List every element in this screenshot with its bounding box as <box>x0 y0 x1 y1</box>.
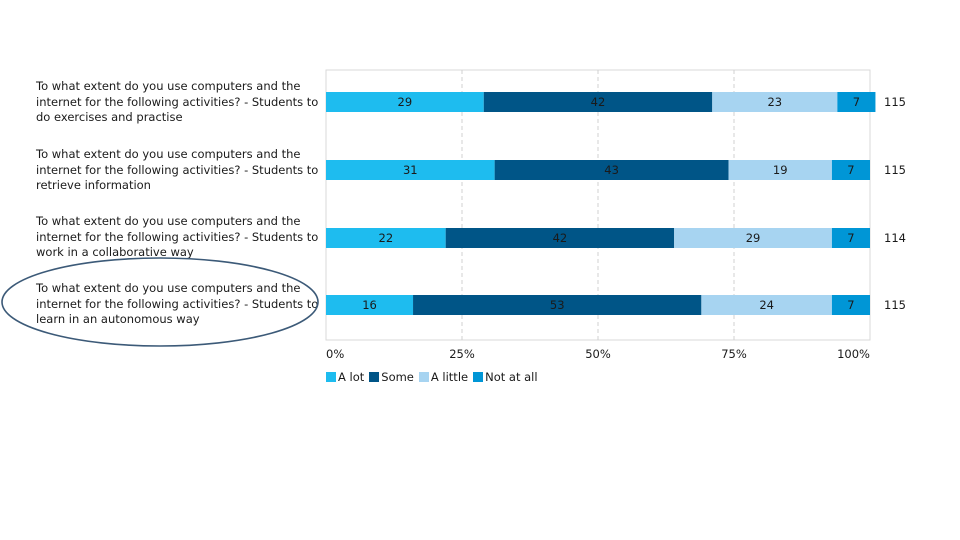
x-tick-label: 0% <box>326 347 344 361</box>
legend-label-a-lot: A lot <box>338 370 365 384</box>
category-label-3: To what extent do you use computers and … <box>36 214 319 259</box>
data-label: 19 <box>773 163 788 177</box>
legend-swatch-some <box>369 372 380 382</box>
category-label-2: To what extent do you use computers and … <box>36 147 319 192</box>
highlight-ellipse <box>1 257 319 347</box>
data-label: 53 <box>550 298 565 312</box>
data-label: 29 <box>398 95 413 109</box>
legend-item-not-at-all: Not at all <box>473 370 538 384</box>
row-total-label: 115 <box>884 298 906 312</box>
x-tick-label: 75% <box>721 347 747 361</box>
bar-segment <box>326 228 446 248</box>
data-label: 7 <box>847 231 854 245</box>
data-label: 22 <box>379 231 394 245</box>
bar-segment <box>831 228 870 248</box>
legend-item-a-lot: A lot <box>326 370 364 384</box>
chart-legend: A lot Some A little Not at all <box>326 370 543 384</box>
data-label: 31 <box>403 163 418 177</box>
row-total-label: 114 <box>884 231 906 245</box>
legend-item-a-little: A little <box>418 370 469 384</box>
data-label: 16 <box>362 298 377 312</box>
bar-segment <box>494 160 729 180</box>
data-label: 7 <box>847 163 854 177</box>
bar-segment <box>674 228 832 248</box>
bar-segment <box>728 160 832 180</box>
bar-segment <box>712 92 838 112</box>
data-label: 24 <box>759 298 774 312</box>
x-tick-label: 25% <box>449 347 475 361</box>
data-label: 42 <box>553 231 568 245</box>
legend-label-some: Some <box>381 370 414 384</box>
data-label: 43 <box>604 163 619 177</box>
legend-swatch-a-lot <box>326 372 336 382</box>
category-label-4: To what extent do you use computers and … <box>36 281 319 326</box>
legend-label-a-little: A little <box>430 370 469 384</box>
bar-segment <box>831 160 870 180</box>
x-tick-label: 100% <box>837 347 870 361</box>
row-total-label: 115 <box>884 163 906 177</box>
legend-item-some: Some <box>369 370 414 384</box>
bar-segment <box>326 160 495 180</box>
data-label: 23 <box>767 95 782 109</box>
x-tick-label: 50% <box>585 347 611 361</box>
data-label: 29 <box>746 231 761 245</box>
bar-segment <box>326 295 414 315</box>
row-total-label: 115 <box>884 95 906 109</box>
legend-swatch-a-little <box>418 372 429 382</box>
legend-label-not-at-all: Not at all <box>485 370 538 384</box>
bar-segment <box>326 92 484 112</box>
data-label: 42 <box>591 95 606 109</box>
data-label: 7 <box>853 95 860 109</box>
data-label: 7 <box>847 298 854 312</box>
bar-segment <box>701 295 832 315</box>
bar-segment <box>831 295 870 315</box>
bar-segment <box>445 228 675 248</box>
category-label-1: To what extent do you use computers and … <box>36 79 319 124</box>
bar-segment <box>413 295 702 315</box>
legend-swatch-not-at-all <box>473 372 484 382</box>
bar-segment <box>483 92 713 112</box>
bar-segment <box>837 92 876 112</box>
